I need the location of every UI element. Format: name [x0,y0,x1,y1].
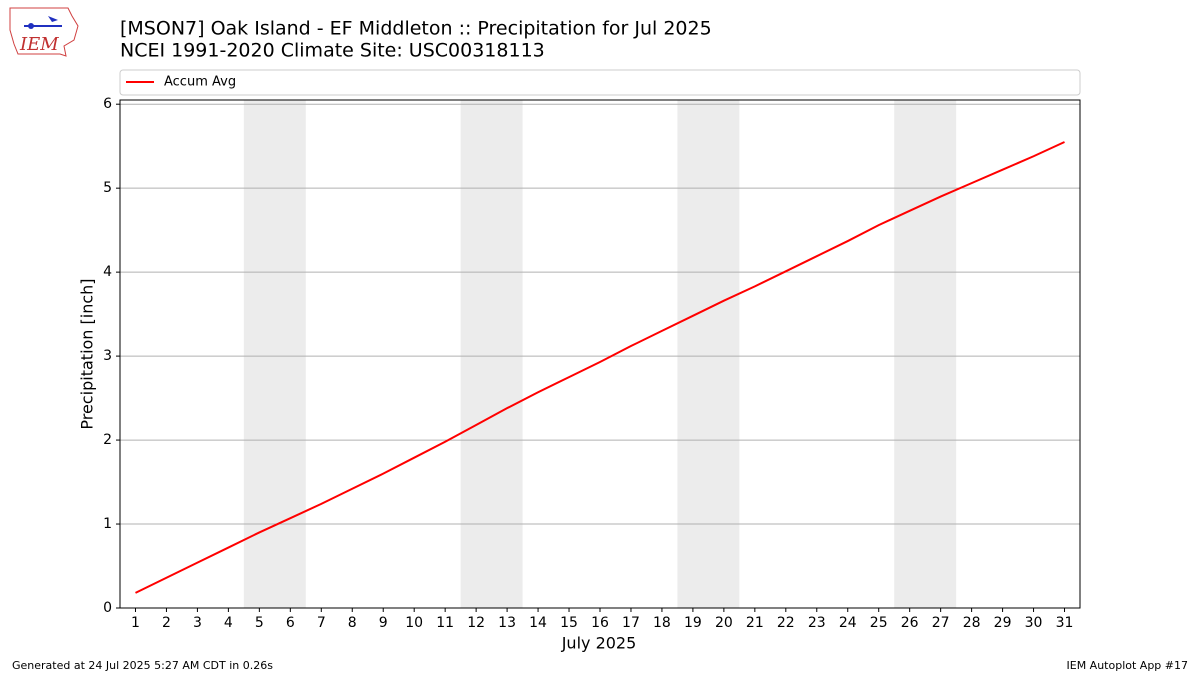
x-tick-label: 6 [286,615,295,631]
x-tick-label: 21 [746,615,764,631]
x-axis-label: July 2025 [561,634,637,653]
chart-title: [MSON7] Oak Island - EF Middleton :: Pre… [120,18,712,40]
logo-icon [28,23,34,29]
x-tick-label: 12 [467,615,485,631]
logo-outline [9,7,79,57]
x-tick-label: 25 [870,615,888,631]
y-tick-label: 1 [103,516,112,532]
y-tick-label: 5 [103,180,112,196]
legend-label: Accum Avg [164,75,236,90]
x-tick-label: 11 [436,615,454,631]
x-tick-label: 20 [715,615,733,631]
x-tick-label: 10 [405,615,423,631]
logo-icon [48,16,58,22]
footer-right: IEM Autoplot App #17 [1067,659,1189,672]
x-tick-label: 8 [348,615,357,631]
legend-box [119,69,1081,96]
y-axis-label: Precipitation [inch] [78,278,97,429]
x-tick-label: 24 [839,615,857,631]
x-tick-label: 7 [317,615,326,631]
x-tick-label: 19 [684,615,702,631]
y-tick-label: 2 [103,432,112,448]
logo: IEM [9,7,79,57]
x-tick-label: 16 [591,615,609,631]
x-tick-label: 26 [901,615,919,631]
x-tick-label: 14 [529,615,547,631]
logo-text: IEM [19,34,59,55]
weekend-shade [460,100,523,608]
data-line [135,141,1065,594]
x-tick-label: 3 [193,615,202,631]
x-tick-label: 28 [963,615,981,631]
x-tick-label: 27 [932,615,950,631]
x-tick-label: 29 [994,615,1012,631]
weekend-shade [243,100,306,608]
x-tick-label: 17 [622,615,640,631]
weekend-shade [677,100,740,608]
x-tick-label: 22 [777,615,795,631]
x-tick-label: 5 [255,615,264,631]
x-tick-label: 30 [1025,615,1043,631]
x-tick-label: 15 [560,615,578,631]
x-tick-label: 23 [808,615,826,631]
x-tick-label: 1 [131,615,140,631]
footer-left: Generated at 24 Jul 2025 5:27 AM CDT in … [12,659,273,672]
y-tick-label: 0 [103,600,112,616]
x-tick-label: 4 [224,615,233,631]
x-tick-label: 13 [498,615,516,631]
plot-frame [119,99,1081,609]
chart-subtitle: NCEI 1991-2020 Climate Site: USC00318113 [120,40,545,62]
x-tick-label: 31 [1056,615,1074,631]
y-tick-label: 6 [103,96,112,112]
weekend-shade [894,100,957,608]
x-tick-label: 2 [162,615,171,631]
x-tick-label: 18 [653,615,671,631]
y-tick-label: 4 [103,264,112,280]
y-tick-label: 3 [103,348,112,364]
x-tick-label: 9 [379,615,388,631]
